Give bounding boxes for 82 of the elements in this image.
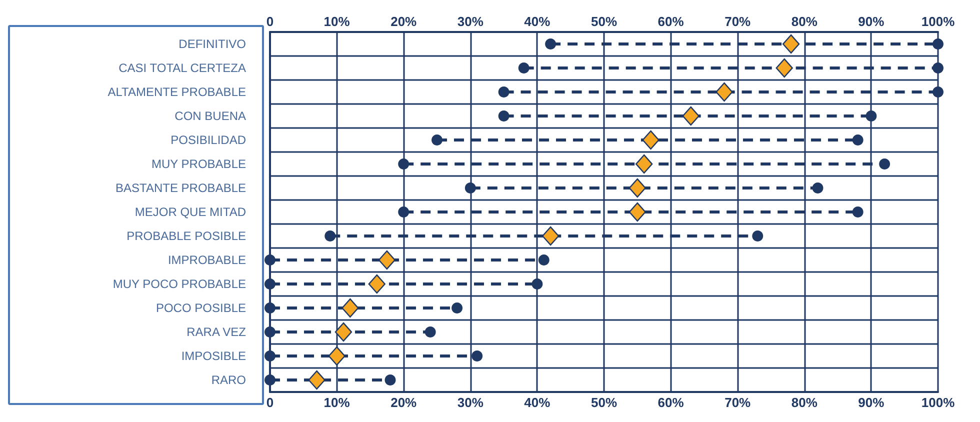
- point: [498, 86, 510, 98]
- x-tick-label: 100%: [921, 395, 956, 410]
- y-tick-label: ALTAMENTE PROBABLE: [108, 85, 246, 99]
- x2-tick-label: 100%: [921, 14, 956, 29]
- point: [398, 206, 410, 218]
- point: [776, 58, 793, 78]
- point: [538, 254, 550, 266]
- y-tick-label: DEFINITIVO: [178, 37, 246, 51]
- x2-tick-label: 20%: [390, 14, 418, 29]
- x2-tick-label: 90%: [858, 14, 885, 29]
- y-tick-label: MEJOR QUE MITAD: [134, 205, 246, 219]
- point: [752, 230, 764, 242]
- y-tick-label: RARA VEZ: [186, 325, 246, 339]
- point: [452, 302, 463, 314]
- y-tick-label: POSIBILIDAD: [170, 133, 246, 147]
- point: [532, 278, 543, 290]
- point: [812, 182, 824, 194]
- point: [264, 302, 276, 314]
- point: [866, 110, 877, 122]
- x-tick-label: 70%: [724, 395, 752, 410]
- y-tick-label: IMPROBABLE: [168, 253, 246, 267]
- x2-tick-label: 0: [266, 14, 274, 29]
- x2-tick-label: 80%: [791, 14, 818, 29]
- point: [932, 38, 944, 50]
- point: [342, 298, 359, 318]
- x2-tick-label: 60%: [658, 14, 684, 29]
- x-tick-label: 10%: [324, 395, 350, 410]
- point: [334, 322, 352, 342]
- point: [472, 350, 483, 362]
- point: [932, 86, 944, 98]
- y-tick-label: MUY POCO PROBABLE: [112, 277, 246, 291]
- point: [879, 158, 890, 170]
- y-tick-label: POCO POSIBLE: [156, 301, 246, 315]
- x2-tick-label: 30%: [457, 14, 484, 29]
- point: [324, 230, 336, 242]
- y-tick-label: RARO: [211, 373, 246, 387]
- y-tick-label: BASTANTE PROBABLE: [116, 181, 246, 195]
- point: [852, 134, 864, 146]
- point: [545, 38, 556, 50]
- point: [264, 254, 276, 266]
- point: [932, 62, 944, 74]
- point: [378, 250, 396, 270]
- point: [852, 206, 864, 218]
- y-tick-label: MUY PROBABLE: [152, 157, 246, 171]
- point: [264, 326, 276, 338]
- point: [542, 226, 560, 246]
- point: [384, 374, 396, 386]
- point: [264, 278, 276, 290]
- y-tick-label: PROBABLE POSIBLE: [126, 229, 246, 243]
- x-tick-label: 0: [266, 395, 274, 410]
- point: [642, 130, 660, 150]
- point: [368, 274, 386, 294]
- point: [308, 370, 326, 390]
- point: [628, 178, 646, 198]
- x-tick-label: 80%: [791, 395, 818, 410]
- y-tick-label: IMPOSIBLE: [181, 349, 246, 363]
- x-tick-label: 50%: [590, 395, 618, 410]
- x-tick-label: 90%: [858, 395, 885, 410]
- x2-tick-label: 50%: [590, 14, 618, 29]
- point: [782, 34, 800, 54]
- point: [424, 326, 436, 338]
- point: [264, 374, 276, 386]
- point: [464, 182, 476, 194]
- point: [398, 158, 410, 170]
- x2-tick-label: 40%: [524, 14, 551, 29]
- x2-tick-label: 10%: [324, 14, 350, 29]
- x-tick-label: 60%: [658, 395, 684, 410]
- point: [328, 346, 346, 366]
- point: [518, 62, 530, 74]
- y-tick-label: CON BUENA: [174, 109, 246, 123]
- x-tick-label: 40%: [524, 395, 551, 410]
- point: [716, 82, 733, 102]
- point: [635, 154, 653, 174]
- x-tick-label: 30%: [457, 395, 484, 410]
- point: [498, 110, 510, 122]
- point: [682, 106, 700, 126]
- x2-tick-label: 70%: [724, 14, 752, 29]
- y-tick-label: CASI TOTAL CERTEZA: [118, 61, 246, 75]
- point: [628, 202, 646, 222]
- point: [432, 134, 442, 146]
- x-tick-label: 20%: [390, 395, 418, 410]
- point: [264, 350, 276, 362]
